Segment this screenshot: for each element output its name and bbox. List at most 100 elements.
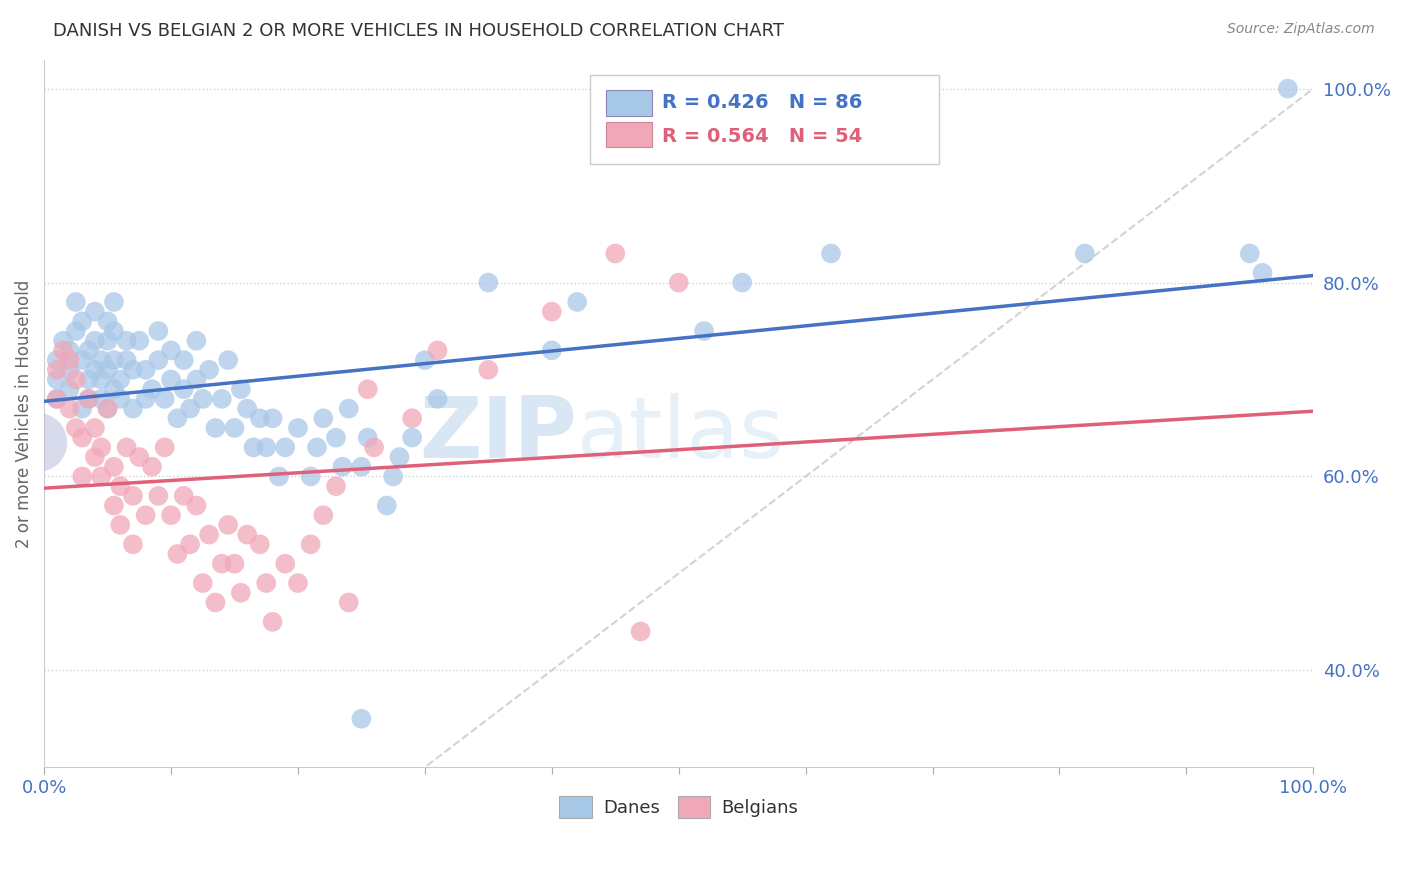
- Point: [90, 372, 112, 386]
- Point: [65, 324, 87, 338]
- Point: [173, 353, 195, 368]
- Point: [110, 372, 132, 386]
- Point: [229, 382, 252, 396]
- Point: [204, 595, 226, 609]
- Point: [173, 382, 195, 396]
- Point: [135, 392, 157, 406]
- Text: R = 0.564   N = 54: R = 0.564 N = 54: [662, 127, 862, 145]
- Point: [45, 353, 67, 368]
- Point: [153, 441, 176, 455]
- Point: [426, 343, 449, 358]
- Point: [97, 314, 120, 328]
- Point: [477, 363, 499, 377]
- Point: [65, 295, 87, 310]
- Point: [97, 401, 120, 416]
- Point: [103, 459, 125, 474]
- Point: [565, 295, 588, 310]
- Point: [363, 441, 385, 455]
- Point: [148, 324, 170, 338]
- FancyBboxPatch shape: [591, 75, 939, 163]
- Point: [605, 246, 627, 260]
- Point: [186, 334, 208, 348]
- Point: [332, 459, 354, 474]
- Point: [77, 343, 100, 358]
- Point: [52, 343, 75, 358]
- Point: [731, 276, 754, 290]
- Point: [115, 353, 138, 368]
- Point: [90, 441, 112, 455]
- Point: [90, 392, 112, 406]
- Point: [693, 324, 716, 338]
- Point: [90, 469, 112, 483]
- Point: [254, 576, 277, 591]
- Point: [58, 343, 80, 358]
- Point: [160, 372, 183, 386]
- Point: [45, 372, 67, 386]
- Point: [186, 372, 208, 386]
- Point: [27, 435, 49, 450]
- Point: [90, 353, 112, 368]
- Point: [122, 401, 145, 416]
- Point: [128, 334, 150, 348]
- Point: [350, 459, 373, 474]
- Point: [83, 450, 105, 464]
- Text: R = 0.426   N = 86: R = 0.426 N = 86: [662, 93, 862, 112]
- Point: [141, 459, 163, 474]
- Point: [820, 246, 842, 260]
- Point: [77, 392, 100, 406]
- Point: [1251, 266, 1274, 280]
- Legend: Danes, Belgians: Danes, Belgians: [553, 789, 806, 825]
- Point: [160, 508, 183, 523]
- Point: [1074, 246, 1097, 260]
- Point: [668, 276, 690, 290]
- Point: [160, 343, 183, 358]
- Point: [217, 517, 239, 532]
- Point: [211, 392, 233, 406]
- Y-axis label: 2 or more Vehicles in Household: 2 or more Vehicles in Household: [15, 279, 32, 548]
- Point: [70, 469, 93, 483]
- Point: [249, 411, 271, 425]
- Point: [97, 334, 120, 348]
- FancyBboxPatch shape: [606, 122, 652, 147]
- Point: [83, 421, 105, 435]
- Point: [58, 401, 80, 416]
- Point: [97, 363, 120, 377]
- Point: [135, 363, 157, 377]
- Point: [186, 499, 208, 513]
- Point: [224, 557, 246, 571]
- Point: [45, 363, 67, 377]
- Point: [198, 527, 221, 541]
- Point: [357, 431, 380, 445]
- Point: [45, 392, 67, 406]
- Point: [375, 499, 398, 513]
- Point: [305, 441, 328, 455]
- Point: [179, 401, 201, 416]
- Point: [191, 576, 214, 591]
- Point: [388, 450, 411, 464]
- Point: [70, 401, 93, 416]
- Text: Source: ZipAtlas.com: Source: ZipAtlas.com: [1227, 22, 1375, 37]
- Text: DANISH VS BELGIAN 2 OR MORE VEHICLES IN HOUSEHOLD CORRELATION CHART: DANISH VS BELGIAN 2 OR MORE VEHICLES IN …: [53, 22, 785, 40]
- Point: [267, 469, 290, 483]
- Point: [110, 517, 132, 532]
- Point: [357, 382, 380, 396]
- Point: [211, 557, 233, 571]
- Point: [45, 392, 67, 406]
- Point: [122, 363, 145, 377]
- Point: [115, 441, 138, 455]
- Point: [274, 441, 297, 455]
- Point: [299, 469, 322, 483]
- Point: [179, 537, 201, 551]
- Point: [198, 363, 221, 377]
- Point: [413, 353, 436, 368]
- Point: [274, 557, 297, 571]
- Point: [148, 353, 170, 368]
- Point: [262, 411, 284, 425]
- Point: [299, 537, 322, 551]
- Point: [1239, 246, 1261, 260]
- Point: [540, 304, 562, 318]
- Point: [103, 324, 125, 338]
- Point: [287, 576, 309, 591]
- Point: [337, 595, 360, 609]
- Point: [630, 624, 652, 639]
